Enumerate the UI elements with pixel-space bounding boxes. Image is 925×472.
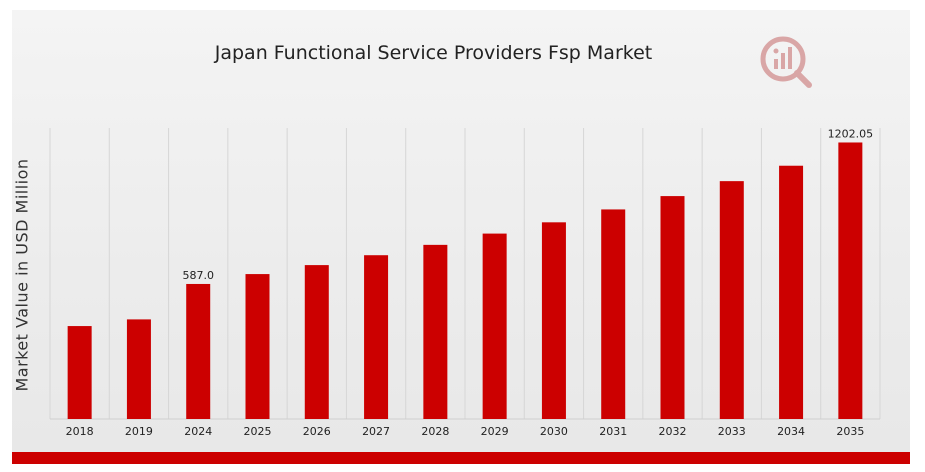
grid-lines bbox=[49, 128, 881, 420]
x-tick-label: 2027 bbox=[362, 425, 390, 438]
bar-2025 bbox=[245, 274, 270, 419]
x-tick-label: 2034 bbox=[777, 425, 805, 438]
x-tick-label: 2026 bbox=[303, 425, 331, 438]
x-tick-label: 2028 bbox=[421, 425, 449, 438]
bars bbox=[67, 142, 863, 419]
data-label-2035: 1202.05 bbox=[828, 127, 874, 140]
data-labels: 587.0 1202.05 bbox=[182, 127, 873, 281]
bar-2035 bbox=[838, 142, 863, 419]
x-tick-label: 2031 bbox=[599, 425, 627, 438]
x-tick-label: 2019 bbox=[125, 425, 153, 438]
bar-2019 bbox=[126, 319, 151, 419]
data-label-2024: 587.0 bbox=[182, 269, 214, 282]
x-tick-labels: 2018 2019 2024 2025 2026 2027 2028 2029 2030 2031… bbox=[66, 425, 865, 438]
chart-title: Japan Functional Service Providers Fsp M… bbox=[214, 42, 653, 64]
bar-2026 bbox=[304, 265, 329, 419]
x-tick-label: 2032 bbox=[659, 425, 687, 438]
bar-2024 bbox=[186, 283, 211, 419]
bar-2033 bbox=[719, 181, 744, 419]
x-tick-label: 2025 bbox=[244, 425, 272, 438]
analytics-logo-icon bbox=[757, 33, 817, 93]
x-tick-label: 2033 bbox=[718, 425, 746, 438]
x-tick-label: 2024 bbox=[184, 425, 212, 438]
bar-2027 bbox=[364, 255, 389, 419]
x-tick-label: 2018 bbox=[66, 425, 94, 438]
bar-2032 bbox=[660, 196, 685, 419]
chart-panel bbox=[12, 10, 910, 452]
bar-2034 bbox=[779, 165, 804, 419]
bar-2018 bbox=[67, 326, 92, 419]
bar-2029 bbox=[482, 233, 507, 419]
bar-2030 bbox=[541, 222, 566, 419]
x-tick-label: 2035 bbox=[836, 425, 864, 438]
bar-2031 bbox=[601, 209, 626, 419]
bar-2028 bbox=[423, 244, 448, 419]
x-tick-label: 2029 bbox=[481, 425, 509, 438]
x-tick-label: 2030 bbox=[540, 425, 568, 438]
footer-accent-bar bbox=[12, 452, 910, 464]
